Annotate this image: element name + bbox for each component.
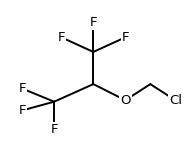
Text: F: F [50,123,58,136]
Text: F: F [58,31,65,44]
Text: F: F [18,82,26,95]
Text: O: O [120,94,131,107]
Text: F: F [90,16,97,29]
Text: Cl: Cl [169,94,182,107]
Text: F: F [122,31,129,44]
Text: F: F [18,104,26,117]
